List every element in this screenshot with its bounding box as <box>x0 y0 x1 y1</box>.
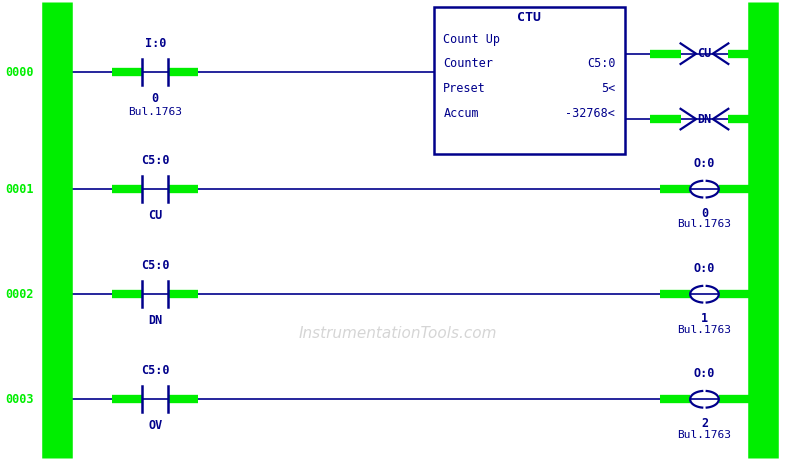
Text: Preset: Preset <box>443 82 486 95</box>
Text: Bul.1763: Bul.1763 <box>677 219 732 229</box>
Text: DN: DN <box>697 113 712 126</box>
Text: CTU: CTU <box>517 11 541 24</box>
Text: Counter: Counter <box>443 57 494 71</box>
Text: OV: OV <box>148 419 162 432</box>
Text: Bul.1763: Bul.1763 <box>677 430 732 439</box>
Text: O:0: O:0 <box>694 156 715 170</box>
Text: CU: CU <box>148 209 162 222</box>
Text: C5:0: C5:0 <box>141 154 170 167</box>
Text: 0: 0 <box>701 207 708 220</box>
Text: 0002: 0002 <box>6 288 34 301</box>
Text: CU: CU <box>697 47 712 60</box>
Text: 0003: 0003 <box>6 393 34 406</box>
Text: I:0: I:0 <box>145 37 166 50</box>
Text: -32768<: -32768< <box>565 107 615 120</box>
Text: C5:0: C5:0 <box>141 259 170 272</box>
Text: 0001: 0001 <box>6 183 34 196</box>
Text: 1: 1 <box>701 312 708 325</box>
Text: Accum: Accum <box>443 107 479 120</box>
Text: C5:0: C5:0 <box>141 364 170 377</box>
Text: 5<: 5< <box>601 82 615 95</box>
Text: 0000: 0000 <box>6 66 34 79</box>
Text: O:0: O:0 <box>694 262 715 275</box>
Bar <box>434 7 625 154</box>
Text: O:0: O:0 <box>694 367 715 380</box>
Text: Count Up: Count Up <box>443 33 501 46</box>
Text: 2: 2 <box>701 417 708 430</box>
Text: Bul.1763: Bul.1763 <box>677 325 732 334</box>
Text: InstrumentationTools.com: InstrumentationTools.com <box>298 326 498 341</box>
Text: Bul.1763: Bul.1763 <box>128 107 182 117</box>
Text: 0: 0 <box>152 92 158 105</box>
Text: DN: DN <box>148 314 162 327</box>
Text: C5:0: C5:0 <box>587 57 615 71</box>
